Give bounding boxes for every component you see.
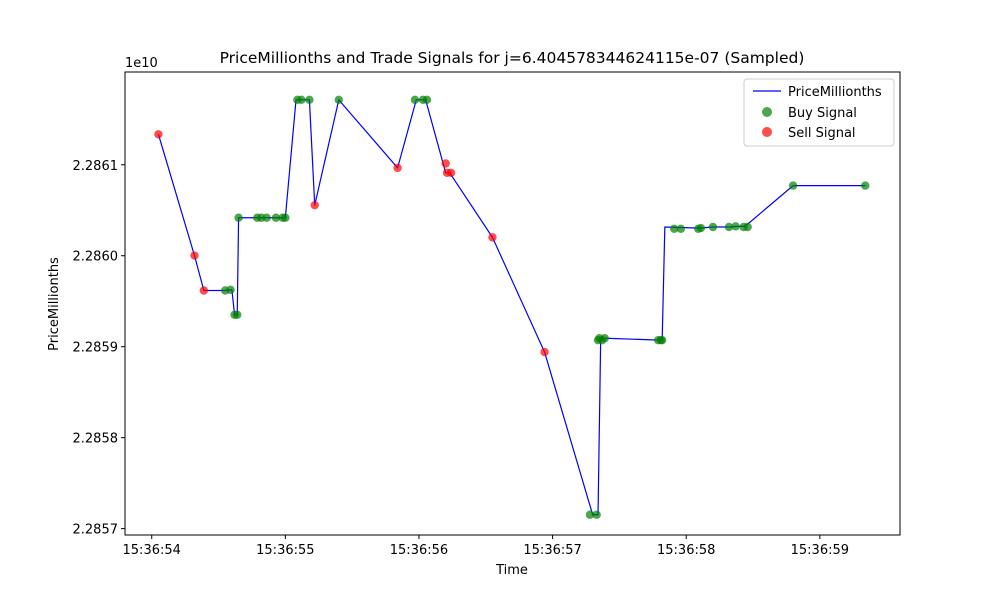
buy-signal-point — [788, 181, 798, 190]
buy-signal-point — [696, 223, 706, 233]
buy-signal-point — [743, 222, 752, 232]
plot-area — [124, 71, 901, 536]
x-axis-label: Time — [495, 563, 528, 578]
buy-signal-point — [724, 222, 734, 232]
plot-background — [125, 72, 900, 535]
buy-signal-point — [297, 95, 306, 105]
sell-signal-point — [540, 347, 549, 357]
x-tick-label: 15:36:54 — [123, 543, 181, 558]
buy-signal-point — [669, 224, 679, 234]
axes-frame — [124, 71, 901, 536]
buy-signal-point — [708, 222, 718, 232]
buy-signal-point — [731, 222, 740, 231]
legend-label-buy: Buy Signal — [788, 106, 857, 121]
buy-signal-point — [262, 213, 271, 222]
buy-signal-point — [676, 224, 686, 234]
sell-signal-point — [446, 168, 456, 177]
sell-signal-point — [310, 200, 319, 210]
legend-box — [743, 78, 895, 147]
buy-signal-point — [585, 510, 595, 519]
sell-signal-point — [154, 130, 163, 139]
y-tick-label: 2.2861 — [73, 159, 119, 174]
buy-signal-point — [334, 95, 343, 105]
y-tick-label: 2.2857 — [73, 523, 119, 538]
sell-signal-point — [393, 163, 402, 173]
y-axis-label: PriceMillionths — [47, 257, 62, 351]
y-offset-label: 1e10 — [125, 56, 158, 71]
chart-title: PriceMillionths and Trade Signals for j=… — [220, 49, 805, 67]
buy-signal-point — [861, 181, 870, 190]
buy-signal-point — [410, 95, 420, 105]
x-tick-label: 15:36:59 — [791, 543, 849, 558]
buy-signal-point — [657, 335, 667, 345]
buy-signal-point — [226, 285, 235, 295]
sell-signal-point — [199, 286, 209, 295]
legend-sell-swatch — [762, 127, 772, 137]
sell-signal-point — [190, 251, 199, 260]
legend-buy-swatch — [762, 107, 772, 117]
buy-signal-point — [422, 95, 432, 105]
x-tick-label: 15:36:56 — [390, 543, 448, 558]
legend-label-sell: Sell Signal — [788, 126, 856, 141]
y-axis: 2.2857 2.2858 2.2859 2.2860 2.2861 — [73, 159, 125, 538]
buy-signal-point — [271, 213, 281, 222]
x-tick-label: 15:36:55 — [256, 543, 314, 558]
y-tick-label: 2.2860 — [73, 250, 119, 265]
x-tick-label: 15:36:58 — [657, 543, 715, 558]
x-axis: 15:36:54 15:36:55 15:36:56 15:36:57 15:36:58… — [123, 535, 849, 558]
sell-signal-point — [488, 233, 497, 242]
data-layer — [154, 95, 870, 519]
buy-signal-point — [305, 95, 314, 105]
buy-signal-point — [281, 213, 290, 222]
buy-signal-point — [600, 334, 609, 343]
buy-signal-point — [234, 213, 243, 222]
y-tick-label: 2.2859 — [73, 341, 119, 356]
legend: PriceMillionths Buy Signal Sell Signal — [743, 78, 895, 147]
y-tick-label: 2.2858 — [73, 432, 119, 447]
x-tick-label: 15:36:57 — [523, 543, 581, 558]
buy-signal-point — [592, 510, 601, 519]
sell-signal-point — [441, 159, 450, 168]
buy-signal-point — [233, 310, 242, 319]
legend-label-price: PriceMillionths — [788, 85, 882, 100]
